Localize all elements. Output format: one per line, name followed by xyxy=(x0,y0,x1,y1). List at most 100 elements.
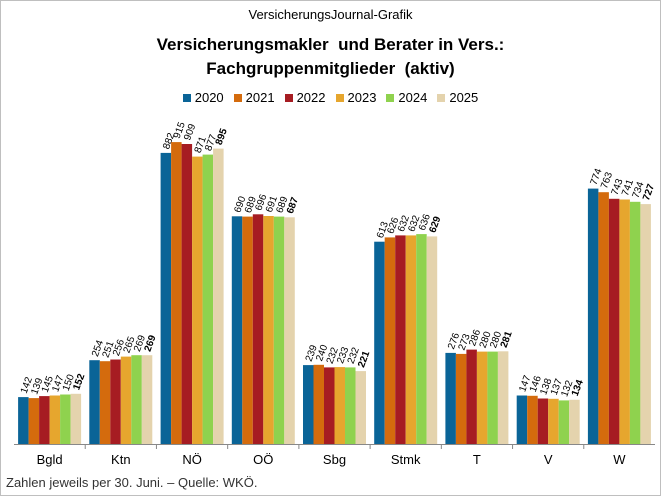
data-label-NÖ-2024: 877 xyxy=(203,133,219,153)
bar-Ktn-2024 xyxy=(131,355,142,444)
data-label-W-2022: 743 xyxy=(610,177,626,197)
data-label-W-2020: 774 xyxy=(589,167,605,187)
bar-V-2022 xyxy=(537,398,549,444)
data-label-Ktn-2023: 265 xyxy=(122,335,138,355)
chart-source-header: VersicherungsJournal-Grafik xyxy=(248,7,413,22)
legend-swatch-2021 xyxy=(233,93,242,102)
bar-NÖ-2021 xyxy=(171,142,182,444)
bar-Sbg-2021 xyxy=(313,364,324,444)
legend-item-2025: 2025 xyxy=(437,90,478,105)
legend-label-2024: 2024 xyxy=(398,90,428,105)
data-label-OÖ-2020: 690 xyxy=(232,194,248,214)
data-label-Stmk-2024: 636 xyxy=(417,212,433,232)
bar-Bgld-2022 xyxy=(39,396,50,444)
bar-OÖ-2020 xyxy=(231,216,243,444)
legend-label-2025: 2025 xyxy=(449,90,479,105)
data-label-Bgld-2025: 152 xyxy=(71,372,87,392)
x-tick-label-Stmk: Stmk xyxy=(391,452,421,467)
data-label-Bgld-2022: 145 xyxy=(40,374,56,394)
x-tick-label-NÖ: NÖ xyxy=(182,452,202,467)
legend-swatch-2020 xyxy=(182,93,191,102)
legend-item-2023: 2023 xyxy=(335,90,377,105)
legend-swatch-2023 xyxy=(335,93,344,102)
bar-V-2021 xyxy=(527,395,538,444)
bar-NÖ-2023 xyxy=(192,156,203,444)
data-label-T-2020: 276 xyxy=(446,331,462,351)
data-label-W-2021: 763 xyxy=(599,170,615,190)
legend-swatch-2025 xyxy=(437,93,446,102)
data-label-Ktn-2021: 251 xyxy=(101,339,117,359)
bar-T-2021 xyxy=(455,353,467,444)
bar-Sbg-2020 xyxy=(303,365,314,444)
bar-W-2022 xyxy=(608,198,620,444)
data-label-W-2024: 734 xyxy=(631,180,647,200)
legend-swatch-2024 xyxy=(386,93,395,102)
data-label-OÖ-2022: 696 xyxy=(253,192,269,212)
bar-Bgld-2021 xyxy=(28,398,40,444)
bar-W-2023 xyxy=(619,199,630,444)
data-label-V-2023: 137 xyxy=(549,377,565,397)
legend-label-2020: 2020 xyxy=(194,90,224,105)
data-label-T-2021: 273 xyxy=(457,332,473,352)
bar-NÖ-2025 xyxy=(213,148,224,444)
bar-Sbg-2024 xyxy=(345,367,356,444)
data-label-Ktn-2024: 269 xyxy=(132,333,148,353)
data-label-Sbg-2023: 233 xyxy=(335,345,351,365)
bar-V-2023 xyxy=(548,398,559,444)
x-tick-label-Sbg: Sbg xyxy=(323,452,346,467)
data-label-Stmk-2020: 613 xyxy=(375,220,391,240)
bar-OÖ-2025 xyxy=(284,217,295,444)
bar-OÖ-2024 xyxy=(273,216,285,444)
bar-Ktn-2025 xyxy=(141,355,153,444)
data-label-V-2025: 134 xyxy=(570,378,586,398)
bar-Bgld-2023 xyxy=(49,395,61,444)
x-tick-label-Ktn: Ktn xyxy=(111,452,131,467)
data-label-OÖ-2021: 689 xyxy=(243,195,259,215)
legend-item-2021: 2021 xyxy=(233,90,275,105)
data-label-Sbg-2022: 232 xyxy=(325,346,341,366)
legend-label-2021: 2021 xyxy=(245,90,275,105)
bar-Ktn-2023 xyxy=(120,356,132,444)
bar-V-2025 xyxy=(569,399,580,444)
data-label-T-2024: 280 xyxy=(488,330,504,350)
data-label-OÖ-2024: 689 xyxy=(274,195,290,215)
legend-item-2024: 2024 xyxy=(386,90,427,105)
data-label-Stmk-2022: 632 xyxy=(396,214,412,234)
bar-W-2024 xyxy=(629,201,641,444)
data-label-OÖ-2025: 687 xyxy=(285,195,301,215)
data-label-T-2023: 280 xyxy=(478,330,494,350)
bar-Stmk-2022 xyxy=(395,235,406,444)
legend-item-2022: 2022 xyxy=(284,90,326,105)
chart-legend: 2020 2021 2022 2023 2024 2025 xyxy=(0,90,661,105)
chart-title: Versicherungsmakler und Berater in Vers.… xyxy=(156,35,505,78)
bar-T-2022 xyxy=(466,349,477,444)
bar-Stmk-2024 xyxy=(416,234,427,444)
bar-Ktn-2021 xyxy=(99,361,111,444)
data-label-V-2024: 132 xyxy=(559,379,575,399)
bar-NÖ-2020 xyxy=(160,152,172,444)
bar-Stmk-2020 xyxy=(374,241,385,444)
bar-Stmk-2023 xyxy=(405,235,417,444)
data-label-Sbg-2025: 221 xyxy=(356,349,372,369)
bar-V-2024 xyxy=(558,400,570,444)
bar-Bgld-2024 xyxy=(60,394,71,444)
bar-T-2023 xyxy=(476,351,488,444)
bar-Sbg-2023 xyxy=(334,367,345,444)
data-label-Stmk-2023: 632 xyxy=(406,214,422,234)
legend-label-2023: 2023 xyxy=(347,90,377,105)
data-label-Bgld-2021: 139 xyxy=(29,376,45,396)
data-label-Stmk-2025: 629 xyxy=(427,215,443,235)
data-label-V-2021: 146 xyxy=(528,374,544,394)
data-label-Ktn-2020: 254 xyxy=(90,338,106,358)
bar-T-2020 xyxy=(445,352,456,444)
legend-swatch-2022 xyxy=(284,93,293,102)
bar-OÖ-2022 xyxy=(252,214,264,444)
data-label-Sbg-2021: 240 xyxy=(314,343,330,363)
bar-Bgld-2025 xyxy=(70,393,82,444)
bar-T-2024 xyxy=(487,351,498,444)
data-label-Stmk-2021: 626 xyxy=(385,216,401,236)
bar-W-2025 xyxy=(640,204,651,444)
data-label-T-2025: 281 xyxy=(499,329,515,349)
bar-Sbg-2022 xyxy=(324,367,335,444)
